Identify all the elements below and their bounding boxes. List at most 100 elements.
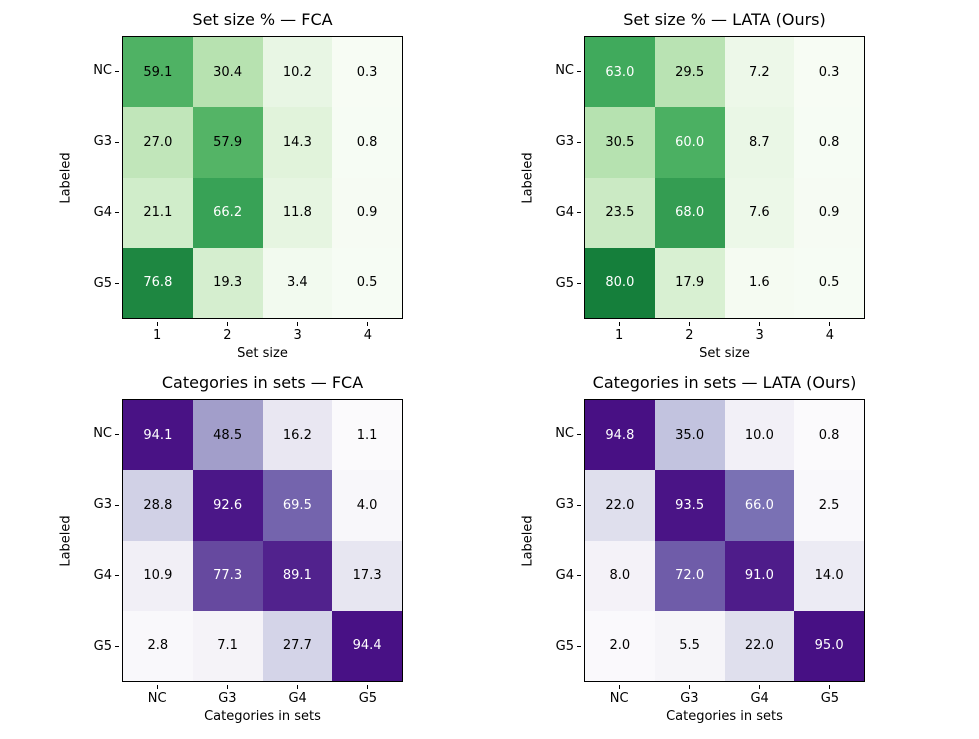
heatmap-cell-G5-G3: 5.5 bbox=[654, 610, 725, 681]
x-tick-mark bbox=[618, 685, 620, 689]
heatmap-cell-NC-G5: 1.1 bbox=[332, 400, 402, 471]
heatmap-cell-NC-2: 30.4 bbox=[192, 37, 263, 108]
heatmap-cell-G4-2: 68.0 bbox=[654, 177, 725, 248]
x-axis-label: Categories in sets bbox=[204, 709, 321, 724]
heatmap-cell-G3-1: 27.0 bbox=[123, 107, 193, 178]
heatmap-cell-G5-G5: 95.0 bbox=[794, 610, 864, 681]
y-tick-mark bbox=[115, 433, 119, 435]
y-tick-label-G5: G5 bbox=[555, 275, 574, 291]
heatmap-cell-G5-NC: 2.8 bbox=[123, 610, 193, 681]
heatmap-cell-G5-2: 19.3 bbox=[192, 247, 263, 318]
y-tick-mark bbox=[115, 283, 119, 285]
heatmap-grid: 94.1 48.5 16.2 1.1 28.8 92.6 69.5 4.0 10.9 77.3 89… bbox=[122, 399, 403, 682]
x-tick-label-NC: NC bbox=[609, 691, 629, 706]
heatmap-cell-NC-G5: 0.8 bbox=[794, 400, 864, 471]
heatmap-cell-G4-NC: 8.0 bbox=[585, 540, 655, 611]
x-tick-mark bbox=[688, 685, 690, 689]
heatmap-cell-NC-NC: 94.1 bbox=[123, 400, 193, 471]
heatmap-grid: 94.8 35.0 10.0 0.8 22.0 93.5 66.0 2.5 8.0 72.0 91.… bbox=[584, 399, 865, 682]
heatmap-cell-G5-NC: 2.0 bbox=[585, 610, 655, 681]
y-tick-label-G5: G5 bbox=[93, 638, 112, 654]
x-tick-mark bbox=[829, 322, 831, 326]
x-tick-label-1: 1 bbox=[152, 328, 162, 343]
y-tick-label-G3: G3 bbox=[555, 134, 574, 150]
heatmap-cell-G5-3: 3.4 bbox=[262, 247, 333, 318]
y-tick-label-G4: G4 bbox=[555, 567, 574, 583]
y-axis-label: Labeled bbox=[520, 151, 536, 204]
panel-title: Categories in sets — FCA bbox=[161, 373, 364, 392]
x-tick-mark bbox=[156, 322, 158, 326]
heatmap-cell-NC-G3: 35.0 bbox=[654, 400, 725, 471]
heatmap-cell-G4-4: 0.9 bbox=[332, 177, 402, 248]
y-axis-label: Labeled bbox=[58, 151, 74, 204]
y-tick-label-G5: G5 bbox=[555, 638, 574, 654]
heatmap-cell-G5-2: 17.9 bbox=[654, 247, 725, 318]
heatmap-cell-G3-3: 8.7 bbox=[724, 107, 795, 178]
heatmap-cell-G4-1: 23.5 bbox=[585, 177, 655, 248]
x-tick-label-G3: G3 bbox=[680, 691, 699, 706]
heatmap-cell-G3-G5: 2.5 bbox=[794, 470, 864, 541]
y-tick-mark bbox=[115, 141, 119, 143]
y-tick-label-G3: G3 bbox=[93, 134, 112, 150]
heatmap-grid: 63.0 29.5 7.2 0.3 30.5 60.0 8.7 0.8 23.5 68.0 7.6 0… bbox=[584, 36, 865, 319]
heatmap-cell-NC-4: 0.3 bbox=[332, 37, 402, 108]
x-axis-label: Set size bbox=[237, 346, 288, 361]
heatmap-cell-NC-4: 0.3 bbox=[794, 37, 864, 108]
heatmap-cell-G5-1: 80.0 bbox=[585, 247, 655, 318]
heatmap-cell-G5-G3: 7.1 bbox=[192, 610, 263, 681]
heatmap-panel-set-size-lata: Set size % — LATA (Ours) Labeled 63.0 29.… bbox=[521, 10, 865, 361]
heatmap-cell-G4-NC: 10.9 bbox=[123, 540, 193, 611]
x-tick-label-G3: G3 bbox=[218, 691, 237, 706]
panel-title: Categories in sets — LATA (Ours) bbox=[592, 373, 857, 392]
x-tick-label-G4: G4 bbox=[750, 691, 769, 706]
x-axis-label: Categories in sets bbox=[666, 709, 783, 724]
y-axis-label: Labeled bbox=[58, 514, 74, 567]
x-tick-mark bbox=[226, 685, 228, 689]
x-tick-mark bbox=[618, 322, 620, 326]
heatmap-cell-G3-4: 0.8 bbox=[332, 107, 402, 178]
heatmap-cell-G4-G3: 77.3 bbox=[192, 540, 263, 611]
x-tick-mark bbox=[367, 322, 369, 326]
heatmap-cell-G5-G4: 22.0 bbox=[724, 610, 795, 681]
heatmap-cell-G5-G4: 27.7 bbox=[262, 610, 333, 681]
x-tick-label-G5: G5 bbox=[820, 691, 840, 706]
x-tick-mark bbox=[829, 685, 831, 689]
heatmap-grid: 59.1 30.4 10.2 0.3 27.0 57.9 14.3 0.8 21.1 66.2 11… bbox=[122, 36, 403, 319]
y-tick-label-G5: G5 bbox=[93, 275, 112, 291]
heatmap-cell-G3-4: 0.8 bbox=[794, 107, 864, 178]
x-tick-mark bbox=[367, 685, 369, 689]
heatmap-cell-G4-G5: 14.0 bbox=[794, 540, 864, 611]
y-tick-label-NC: NC bbox=[93, 426, 112, 442]
y-tick-mark bbox=[577, 70, 581, 72]
heatmap-cell-G5-G5: 94.4 bbox=[332, 610, 402, 681]
y-tick-mark bbox=[577, 433, 581, 435]
y-tick-label-G3: G3 bbox=[555, 497, 574, 513]
x-tick-label-G5: G5 bbox=[358, 691, 378, 706]
heatmap-cell-G3-NC: 22.0 bbox=[585, 470, 655, 541]
x-tick-label-4: 4 bbox=[363, 328, 373, 343]
heatmap-cell-G4-3: 7.6 bbox=[724, 177, 795, 248]
x-tick-label-4: 4 bbox=[825, 328, 835, 343]
x-tick-label-2: 2 bbox=[685, 328, 694, 343]
x-tick-mark bbox=[759, 685, 761, 689]
heatmap-cell-NC-G4: 16.2 bbox=[262, 400, 333, 471]
heatmap-cell-G3-2: 60.0 bbox=[654, 107, 725, 178]
x-tick-mark bbox=[759, 322, 761, 326]
heatmap-cell-G3-G3: 93.5 bbox=[654, 470, 725, 541]
x-tick-mark bbox=[156, 685, 158, 689]
x-tick-label-3: 3 bbox=[293, 328, 302, 343]
heatmap-cell-G5-3: 1.6 bbox=[724, 247, 795, 318]
y-tick-mark bbox=[115, 70, 119, 72]
y-tick-label-G4: G4 bbox=[555, 204, 574, 220]
y-tick-label-G4: G4 bbox=[93, 204, 112, 220]
heatmap-cell-G3-G4: 69.5 bbox=[262, 470, 333, 541]
y-tick-mark bbox=[577, 212, 581, 214]
y-tick-mark bbox=[115, 504, 119, 506]
heatmap-cell-G4-1: 21.1 bbox=[123, 177, 193, 248]
heatmap-cell-G5-1: 76.8 bbox=[123, 247, 193, 318]
heatmap-cell-NC-1: 63.0 bbox=[585, 37, 655, 108]
x-tick-label-G4: G4 bbox=[288, 691, 307, 706]
heatmap-cell-G4-2: 66.2 bbox=[192, 177, 263, 248]
x-axis-label: Set size bbox=[699, 346, 750, 361]
